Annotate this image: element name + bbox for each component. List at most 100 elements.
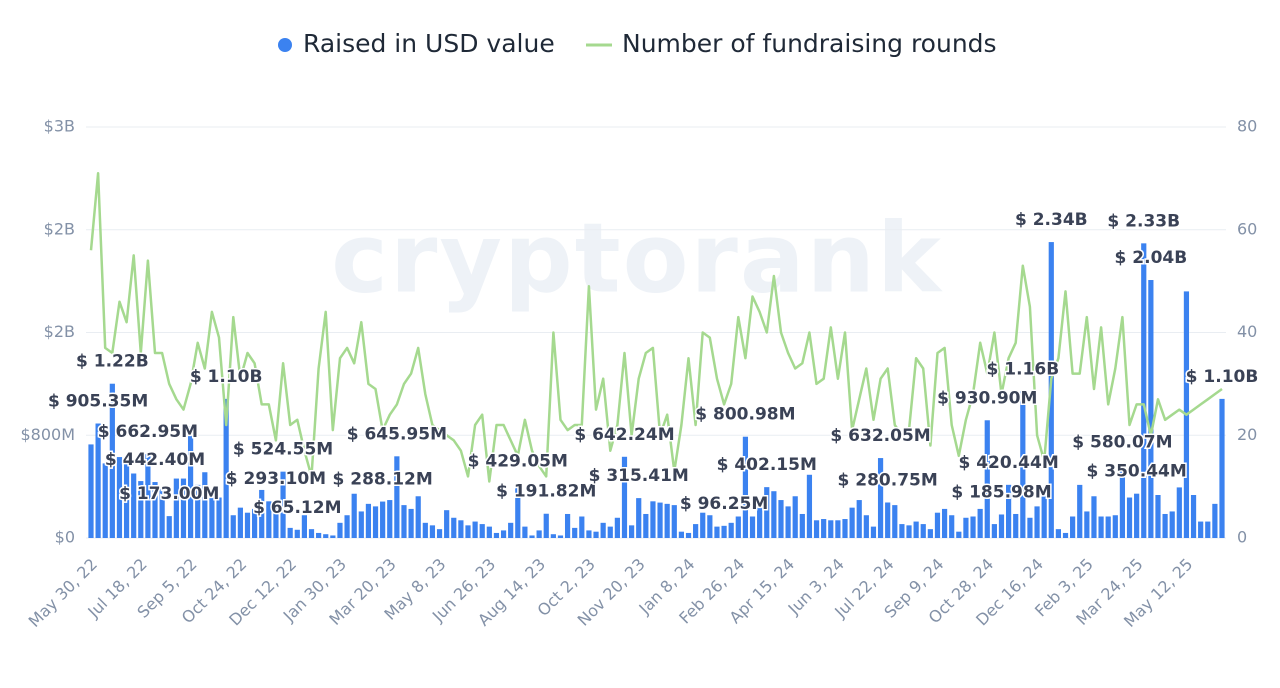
- bar: [593, 531, 599, 538]
- bar: [187, 426, 194, 538]
- data-label: $ 800.98M: [695, 405, 795, 425]
- bar: [941, 508, 948, 538]
- legend-marker: [278, 38, 292, 52]
- bar: [116, 457, 123, 538]
- bar: [629, 525, 635, 538]
- data-label: $ 645.95M: [347, 424, 447, 444]
- bar: [984, 420, 990, 538]
- bar: [451, 517, 457, 538]
- data-label: $ 1.22B: [76, 352, 149, 372]
- y-tick-label: $2B: [44, 219, 75, 238]
- bar: [500, 530, 507, 538]
- bar: [1198, 521, 1204, 538]
- bar: [1041, 487, 1047, 538]
- bar: [849, 507, 855, 538]
- bar: [621, 456, 628, 538]
- bar: [735, 516, 741, 538]
- data-label: $ 173.00M: [119, 484, 219, 504]
- bar: [991, 524, 997, 538]
- bar: [956, 531, 962, 538]
- data-label: $ 402.15M: [717, 455, 817, 475]
- bar: [1055, 529, 1061, 538]
- bar: [813, 520, 820, 538]
- bar: [550, 534, 556, 538]
- bar: [792, 496, 798, 538]
- bar: [123, 459, 130, 538]
- bar: [479, 524, 485, 538]
- bar: [1013, 513, 1019, 538]
- bar: [707, 515, 713, 538]
- bar: [95, 423, 101, 538]
- bar: [771, 491, 777, 538]
- bar: [230, 515, 236, 538]
- bar: [700, 512, 706, 538]
- bar: [1098, 516, 1104, 538]
- bar: [351, 493, 357, 538]
- data-label: $ 905.35M: [48, 392, 148, 412]
- bar: [785, 506, 791, 538]
- bar: [380, 501, 386, 538]
- bar: [1148, 280, 1154, 538]
- y2-tick-label: 60: [1237, 219, 1257, 238]
- bar: [892, 505, 898, 538]
- y-tick-label: $0: [55, 528, 75, 547]
- bar: [166, 516, 172, 538]
- data-label: $ 930.90M: [937, 388, 1037, 408]
- bar: [778, 500, 784, 538]
- bar: [572, 527, 578, 538]
- bar: [415, 496, 421, 538]
- bar: [1027, 517, 1033, 538]
- data-label: $ 185.98M: [951, 482, 1051, 502]
- bar: [764, 487, 770, 538]
- bar: [1105, 516, 1111, 538]
- y-tick-label: $2B: [44, 322, 75, 341]
- data-label: $ 1.10B: [1186, 367, 1259, 387]
- data-label: $ 420.44M: [958, 453, 1058, 473]
- bar: [899, 524, 905, 538]
- bar: [88, 444, 94, 538]
- bar: [472, 521, 478, 538]
- bar: [102, 463, 108, 538]
- data-label: $ 288.12M: [333, 470, 433, 490]
- bar: [173, 478, 179, 538]
- legend-label: Raised in USD value: [303, 29, 555, 58]
- bar: [828, 520, 834, 538]
- bar: [728, 522, 734, 538]
- bar: [600, 522, 606, 538]
- bar: [522, 526, 528, 538]
- bar: [1219, 398, 1225, 538]
- data-label: $ 65.12M: [253, 498, 341, 518]
- bar: [671, 505, 677, 538]
- bar: [408, 508, 414, 538]
- bar: [280, 471, 286, 538]
- bar: [870, 526, 877, 538]
- bar: [216, 497, 222, 538]
- bar: [934, 512, 941, 538]
- legend-label: Number of fundraising rounds: [622, 29, 997, 58]
- bar: [436, 529, 443, 538]
- bar: [266, 501, 272, 538]
- bar: [657, 502, 663, 538]
- y2-tick-label: 20: [1237, 425, 1257, 444]
- bar: [138, 481, 144, 538]
- bar: [970, 516, 976, 538]
- bar: [927, 529, 933, 538]
- bar: [180, 478, 187, 538]
- bar: [1155, 495, 1161, 538]
- bar: [195, 484, 201, 538]
- bar: [977, 508, 983, 538]
- bar: [252, 508, 258, 538]
- bar: [885, 502, 891, 538]
- bar: [1091, 496, 1097, 538]
- bar: [294, 529, 300, 538]
- bar: [1112, 515, 1118, 538]
- bar: [536, 530, 542, 538]
- bar: [564, 513, 571, 538]
- y-tick-label: $3B: [44, 117, 75, 136]
- bar: [856, 500, 862, 538]
- data-label: $ 2.33B: [1107, 211, 1180, 231]
- bar: [458, 520, 464, 538]
- bar: [465, 525, 471, 538]
- bar: [863, 515, 869, 538]
- bar: [835, 520, 841, 538]
